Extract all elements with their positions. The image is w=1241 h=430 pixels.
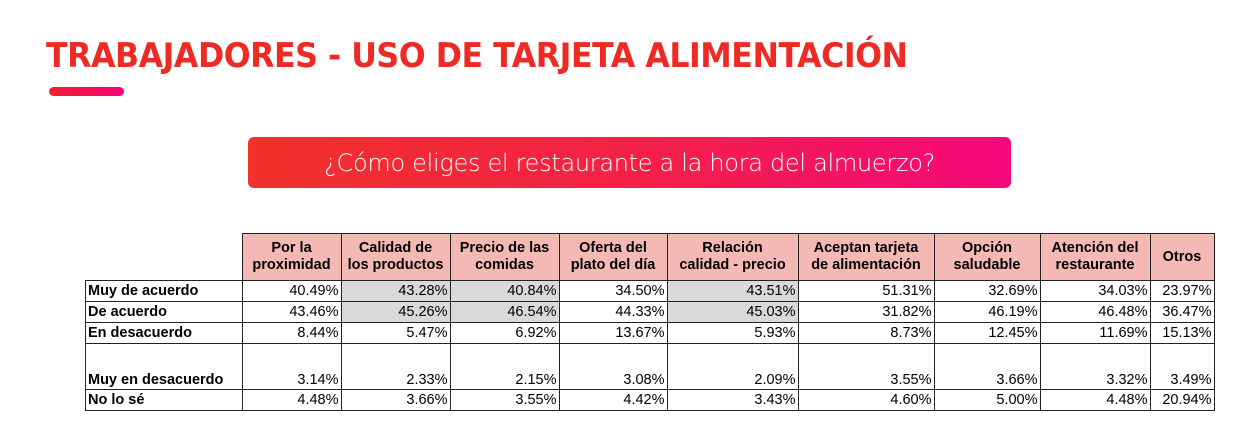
table-row: Muy de acuerdo 40.49% 43.28% 40.84% 34.5… — [85, 280, 1215, 302]
table-cell: 45.03% — [666, 301, 799, 323]
table-cell: 43.28% — [340, 280, 451, 302]
table-cell: 40.49% — [241, 280, 342, 302]
table-cell: 2.09% — [666, 343, 799, 390]
table-cell: 20.94% — [1149, 389, 1215, 411]
row-label: De acuerdo — [85, 301, 243, 323]
table-cell: 2.15% — [449, 343, 560, 390]
row-label: Muy en desacuerdo — [85, 343, 243, 390]
table-cell: 5.93% — [666, 322, 799, 344]
table-cell: 11.69% — [1039, 322, 1151, 344]
column-header: Oferta del plato del día — [558, 233, 668, 281]
table-row: En desacuerdo 8.44% 5.47% 6.92% 13.67% 5… — [85, 322, 1215, 344]
table-cell: 44.33% — [558, 301, 668, 323]
table-cell: 23.97% — [1149, 280, 1215, 302]
column-header: Calidad de los productos — [340, 233, 451, 281]
table-cell: 43.46% — [241, 301, 342, 323]
page-title: TRABAJADORES - USO DE TARJETA ALIMENTACI… — [46, 36, 908, 76]
table-cell: 15.13% — [1149, 322, 1215, 344]
table-cell: 13.67% — [558, 322, 668, 344]
table-cell: 3.66% — [933, 343, 1041, 390]
table-cell: 46.19% — [933, 301, 1041, 323]
table-cell: 32.69% — [933, 280, 1041, 302]
table-cell: 4.42% — [558, 389, 668, 411]
column-header: Atención del restaurante — [1039, 233, 1151, 281]
row-label: No lo sé — [85, 389, 243, 411]
column-header: Otros — [1149, 233, 1215, 281]
table-row: No lo sé 4.48% 3.66% 3.55% 4.42% 3.43% 4… — [85, 389, 1215, 411]
table-cell: 3.14% — [241, 343, 342, 390]
survey-results-table: Por la proximidad Calidad de los productos… — [85, 233, 1215, 411]
table-header-row: Por la proximidad Calidad de los productos… — [85, 233, 1215, 281]
table-row: De acuerdo 43.46% 45.26% 46.54% 44.33% 4… — [85, 301, 1215, 323]
table-cell: 4.48% — [241, 389, 342, 411]
table-cell: 3.49% — [1149, 343, 1215, 390]
question-banner: ¿Cómo eliges el restaurante a la hora de… — [248, 137, 1011, 188]
column-header: Precio de las comidas — [449, 233, 560, 281]
table-cell: 8.44% — [241, 322, 342, 344]
table-cell: 3.08% — [558, 343, 668, 390]
table-cell: 8.73% — [797, 322, 935, 344]
table-cell: 46.54% — [449, 301, 560, 323]
table-cell: 43.51% — [666, 280, 799, 302]
table-cell: 46.48% — [1039, 301, 1151, 323]
table-cell: 4.48% — [1039, 389, 1151, 411]
table-cell: 5.00% — [933, 389, 1041, 411]
column-header: Relación calidad - precio — [666, 233, 799, 281]
table-cell: 31.82% — [797, 301, 935, 323]
table-cell: 5.47% — [340, 322, 451, 344]
table-cell: 3.55% — [449, 389, 560, 411]
table-row: Muy en desacuerdo 3.14% 2.33% 2.15% 3.08… — [85, 343, 1215, 390]
column-header: Por la proximidad — [241, 233, 342, 281]
column-header: Opción saludable — [933, 233, 1041, 281]
table-cell: 45.26% — [340, 301, 451, 323]
table-cell: 3.66% — [340, 389, 451, 411]
title-underline-decoration — [49, 87, 124, 96]
table-cell: 3.32% — [1039, 343, 1151, 390]
table-cell: 40.84% — [449, 280, 560, 302]
table-cell: 3.43% — [666, 389, 799, 411]
table-cell: 4.60% — [797, 389, 935, 411]
table-cell: 51.31% — [797, 280, 935, 302]
table-cell: 34.03% — [1039, 280, 1151, 302]
table-cell: 12.45% — [933, 322, 1041, 344]
table-cell: 6.92% — [449, 322, 560, 344]
table-cell: 3.55% — [797, 343, 935, 390]
table-cell: 34.50% — [558, 280, 668, 302]
row-label: En desacuerdo — [85, 322, 243, 344]
table-cell: 36.47% — [1149, 301, 1215, 323]
question-text: ¿Cómo eliges el restaurante a la hora de… — [323, 148, 936, 177]
column-header: Aceptan tarjeta de alimentación — [797, 233, 935, 281]
table-cell: 2.33% — [340, 343, 451, 390]
corner-cell — [85, 233, 242, 281]
row-label: Muy de acuerdo — [85, 280, 243, 302]
